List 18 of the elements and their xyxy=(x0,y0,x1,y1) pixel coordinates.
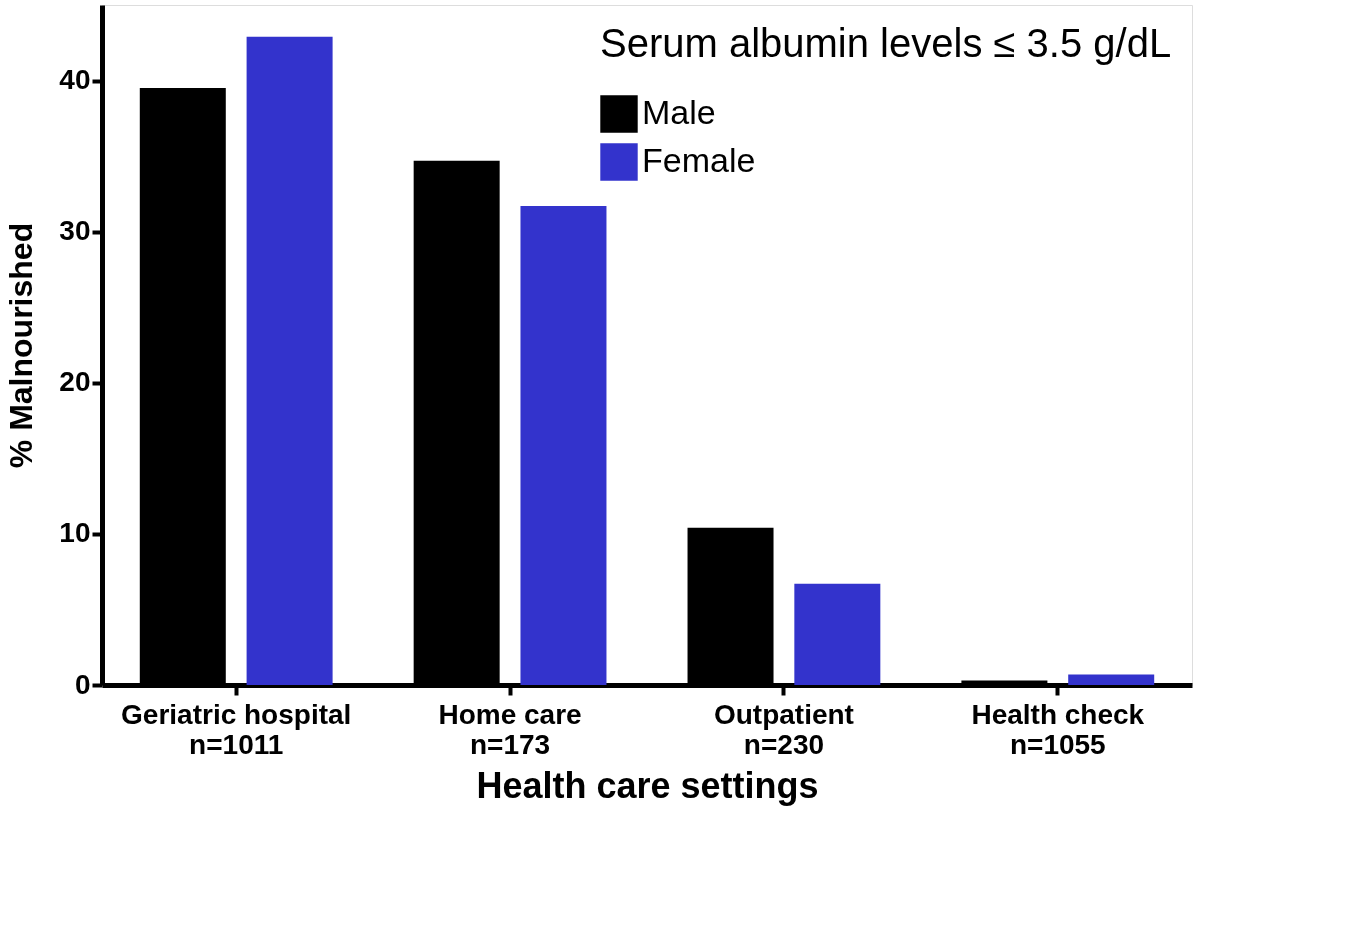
x-tick-label: Home care n=173 xyxy=(438,698,582,760)
legend-title: Serum albumin levels ≤ 3.5 g/dL xyxy=(600,21,1172,65)
legend-label: Female xyxy=(642,141,756,179)
x-tick-label: Geriatric hospital n=1011 xyxy=(121,698,352,760)
bar xyxy=(246,36,333,685)
y-tick-label: 10 xyxy=(59,517,91,549)
y-tick-label: 30 xyxy=(59,215,91,247)
x-tick-label: Health check n=1055 xyxy=(971,698,1145,760)
bar xyxy=(520,205,607,685)
bar xyxy=(794,583,881,685)
bar xyxy=(1068,674,1155,685)
y-tick-label: 0 xyxy=(74,668,91,700)
x-axis-title: Health care settings xyxy=(476,764,819,806)
y-tick-label: 40 xyxy=(59,64,91,96)
y-tick-label: 20 xyxy=(59,366,91,398)
y-axis-title: % Malnourished xyxy=(3,222,40,469)
legend-label: Male xyxy=(642,93,716,131)
x-tick-label: Outpatient n=230 xyxy=(713,698,854,760)
